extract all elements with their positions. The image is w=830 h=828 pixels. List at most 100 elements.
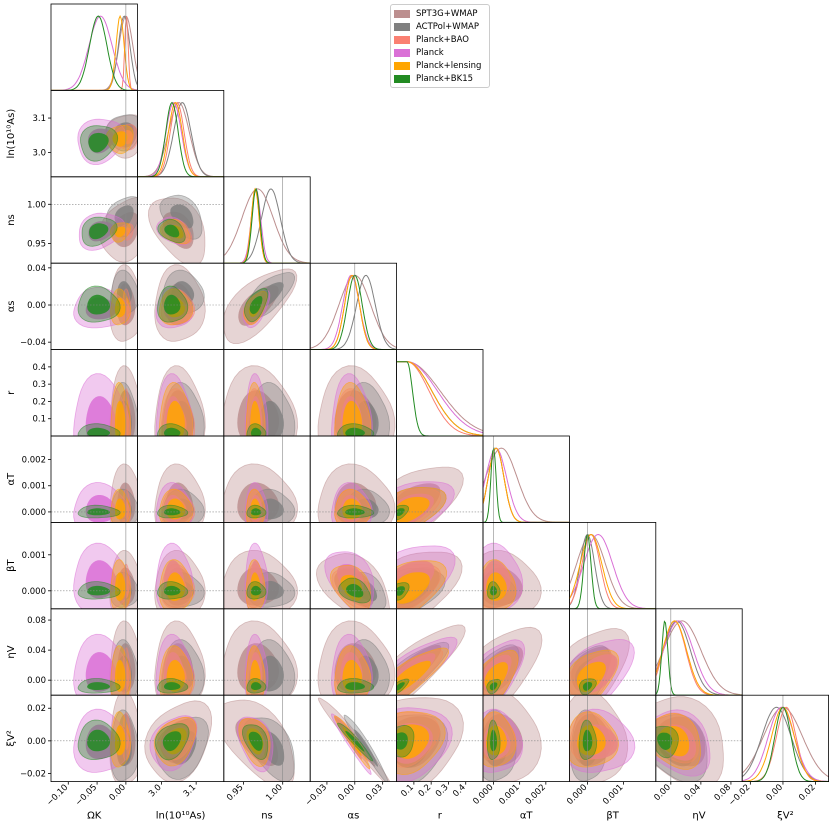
contour-68 xyxy=(396,496,430,523)
contour-68 xyxy=(87,585,110,596)
contour-panel xyxy=(137,463,224,523)
contour-panel xyxy=(310,695,397,782)
legend-label: SPT3G+WMAP xyxy=(416,8,478,19)
x-tick-label: 0.2 xyxy=(417,783,434,800)
contour-68 xyxy=(396,660,431,693)
contour-panel xyxy=(51,263,138,350)
contour-68 xyxy=(87,508,110,516)
legend-item: ACTPol+WMAP xyxy=(394,20,486,33)
contour-68 xyxy=(114,205,134,228)
panel-frame xyxy=(136,90,225,178)
x-tick-label: 0.03 xyxy=(364,783,384,803)
contour-68 xyxy=(396,682,405,691)
marginal-curve xyxy=(655,620,743,696)
contour-68 xyxy=(124,297,129,318)
legend-item: SPT3G+WMAP xyxy=(394,7,486,20)
legend-swatch xyxy=(394,22,410,31)
x-tick-label: 0.1 xyxy=(399,783,416,800)
contour-panel xyxy=(137,620,224,696)
marginal-panel xyxy=(137,101,224,177)
y-tick-label: 0.000 xyxy=(22,508,46,518)
y-tick-label: 3.0 xyxy=(32,149,46,159)
x-tick-label: 0.000 xyxy=(471,783,495,807)
x-axis-label: βT xyxy=(606,811,619,822)
marginal-curve xyxy=(742,706,829,782)
y-tick-label: −0.02 xyxy=(20,769,46,779)
contour-68 xyxy=(250,682,262,690)
contour-68 xyxy=(250,400,261,437)
contour-panel xyxy=(154,365,206,437)
contour-68 xyxy=(162,731,182,752)
contour-panel xyxy=(51,436,138,523)
marginal-panel xyxy=(569,522,656,609)
contour-panel xyxy=(223,349,299,437)
y-axis-label: ξV² xyxy=(6,730,17,746)
contour-panel xyxy=(223,608,311,696)
legend-label: ACTPol+WMAP xyxy=(416,21,479,32)
panel-frame xyxy=(655,608,743,696)
contour-panel xyxy=(223,695,311,782)
contour-68 xyxy=(250,508,262,516)
x-tick-label: −0.03 xyxy=(304,783,330,809)
marginal-panel xyxy=(51,4,138,91)
y-tick-label: 0.000 xyxy=(22,587,46,597)
marginal-curve xyxy=(742,706,829,782)
contour-68 xyxy=(396,724,430,759)
contour-panel xyxy=(396,545,483,609)
x-axis-label: ξV² xyxy=(777,811,793,822)
contour-68 xyxy=(354,729,378,767)
panel-frame xyxy=(223,176,311,264)
x-axis-label: ΩK xyxy=(87,811,102,822)
contour-68 xyxy=(484,662,508,692)
y-axis-label: ns xyxy=(6,214,17,226)
panel-frame xyxy=(309,262,398,351)
marginal-curve xyxy=(742,706,829,782)
legend-swatch xyxy=(394,35,410,44)
contour-68 xyxy=(112,131,128,147)
marginal-curve xyxy=(655,620,743,696)
marginal-curve xyxy=(223,188,311,264)
marginal-curve xyxy=(483,447,570,523)
x-tick-label: 3.0 xyxy=(147,783,164,800)
marginal-curve xyxy=(742,706,829,782)
legend: SPT3G+WMAP ACTPol+WMAP Planck+BAO Planck… xyxy=(390,4,490,88)
panel-frame xyxy=(396,349,484,437)
contour-panel xyxy=(310,522,397,609)
contour-panel xyxy=(569,608,656,696)
contour-panel xyxy=(51,608,138,696)
x-tick-label: −0.10 xyxy=(45,783,71,809)
contour-68 xyxy=(88,132,109,153)
marginal-panel xyxy=(396,361,484,437)
x-axis-label: ns xyxy=(261,811,273,822)
y-tick-label: 0.1 xyxy=(32,415,46,425)
contour-panel xyxy=(483,695,570,782)
marginal-panel xyxy=(310,263,397,350)
marginal-panel xyxy=(223,176,311,264)
contour-panel xyxy=(137,542,224,609)
legend-swatch xyxy=(394,9,410,18)
contour-panel xyxy=(77,90,138,177)
contour-68 xyxy=(87,729,110,752)
marginal-curve xyxy=(51,15,138,91)
contour-68 xyxy=(163,682,181,690)
y-tick-label: 0.08 xyxy=(27,616,46,626)
contour-68 xyxy=(87,427,110,437)
marginal-panel xyxy=(742,695,829,782)
contour-panel xyxy=(396,466,483,523)
y-tick-label: 0.00 xyxy=(27,301,46,311)
legend-swatch xyxy=(394,61,410,70)
x-tick-label: 0.00 xyxy=(765,783,785,803)
marginal-curve xyxy=(742,706,829,782)
x-tick-label: 0.002 xyxy=(524,783,548,807)
contour-68 xyxy=(164,224,180,238)
contour-68 xyxy=(114,400,126,437)
contour-68 xyxy=(342,400,363,437)
legend-item: Planck xyxy=(394,46,486,59)
marginal-curve xyxy=(483,447,570,523)
x-axis-label: r xyxy=(438,811,443,822)
contour-panel xyxy=(137,194,224,264)
y-tick-label: 0.002 xyxy=(22,456,46,466)
contour-68 xyxy=(114,572,126,601)
x-axis-label: αT xyxy=(520,811,534,822)
contour-68 xyxy=(85,652,117,692)
